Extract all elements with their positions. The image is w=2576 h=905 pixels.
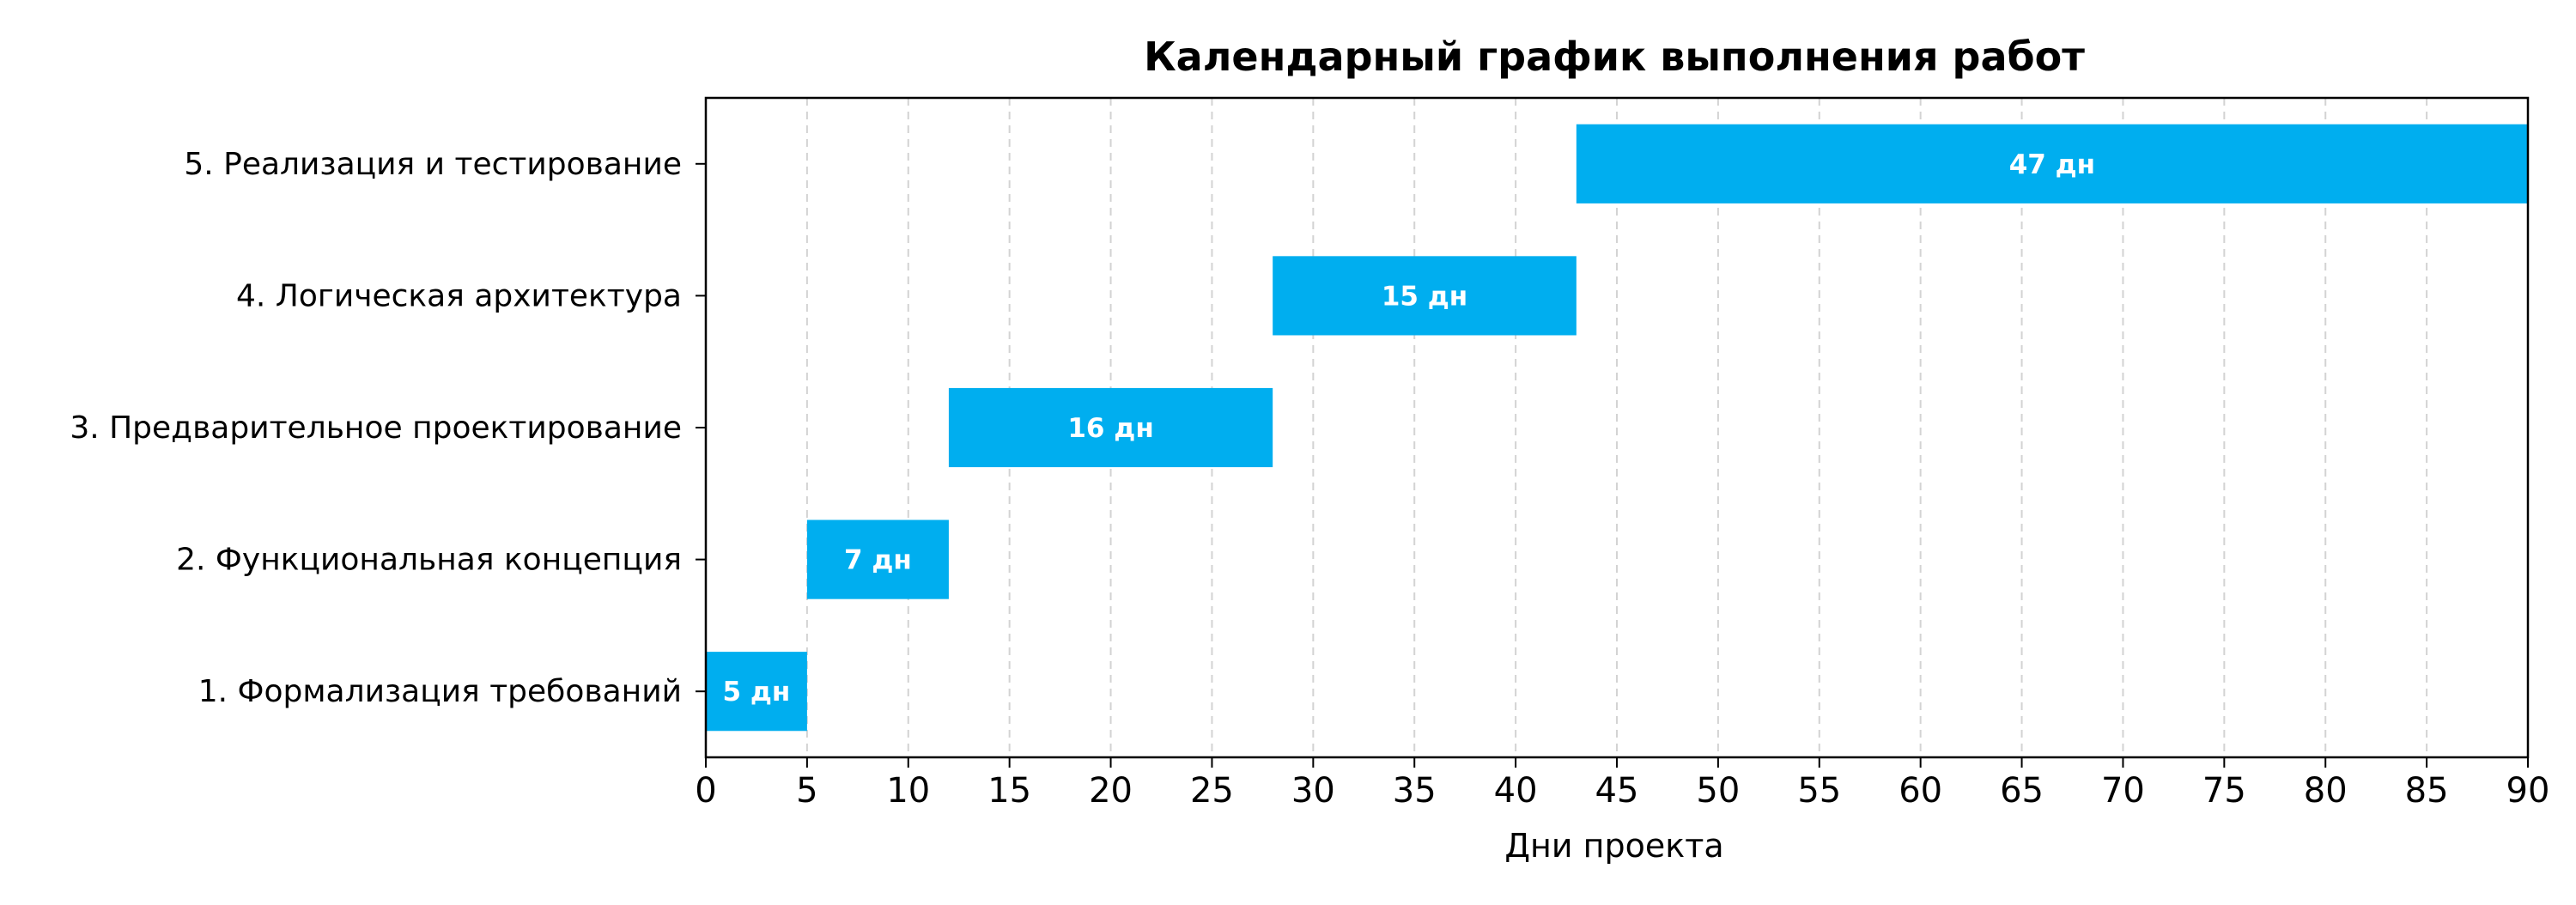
bar	[706, 652, 807, 732]
x-tick-label: 10	[886, 771, 930, 811]
x-tick-label: 15	[987, 771, 1031, 811]
y-tick-label: 5. Реализация и тестирование	[184, 147, 682, 182]
bar	[1576, 124, 2528, 203]
x-tick-label: 20	[1089, 771, 1133, 811]
x-tick-label: 55	[1797, 771, 1841, 811]
x-tick-label: 35	[1393, 771, 1437, 811]
x-tick-label: 40	[1494, 771, 1538, 811]
bar-label: 7 дн	[844, 545, 912, 576]
bar	[1273, 256, 1577, 336]
x-tick-label: 60	[1899, 771, 1942, 811]
bar	[806, 519, 949, 599]
bar-label: 5 дн	[723, 677, 791, 708]
x-tick-label: 50	[1696, 771, 1740, 811]
x-tick-label: 5	[796, 771, 817, 811]
bar-label: 47 дн	[2009, 149, 2095, 180]
bar-label: 16 дн	[1067, 413, 1153, 444]
y-tick-label: 3. Предварительное проектирование	[70, 410, 682, 446]
bar	[948, 387, 1273, 468]
bars: 5 дн 7 дн 16 дн 15 дн 47 дн	[706, 124, 2528, 732]
x-axis-label: Дни проекта	[1504, 827, 1723, 865]
x-tick-label: 65	[2000, 771, 2044, 811]
bar-label: 15 дн	[1382, 281, 1467, 312]
y-tick-label: 4. Логическая архитектура	[236, 278, 682, 313]
x-tick-label: 85	[2405, 771, 2449, 811]
x-tick-label: 0	[695, 771, 716, 811]
y-tick-label: 2. Функциональная концепция	[176, 543, 682, 578]
y-axis: 1. Формализация требований 2. Функциональ…	[70, 147, 706, 709]
x-tick-label: 45	[1595, 771, 1639, 811]
x-tick-label: 90	[2506, 771, 2550, 811]
grid-lines	[805, 98, 2428, 757]
x-tick-label: 25	[1190, 771, 1234, 811]
chart-title: Календарный график выполнения работ	[1144, 33, 2085, 80]
x-axis: 0 5 10 15 20 25 30 35 40 45 50 55 60 65 70 75 80 85 90	[695, 757, 2549, 811]
y-tick-label: 1. Формализация требований	[198, 674, 682, 709]
x-tick-label: 80	[2304, 771, 2348, 811]
x-tick-label: 70	[2101, 771, 2145, 811]
x-tick-label: 30	[1291, 771, 1335, 811]
x-tick-label: 75	[2202, 771, 2246, 811]
